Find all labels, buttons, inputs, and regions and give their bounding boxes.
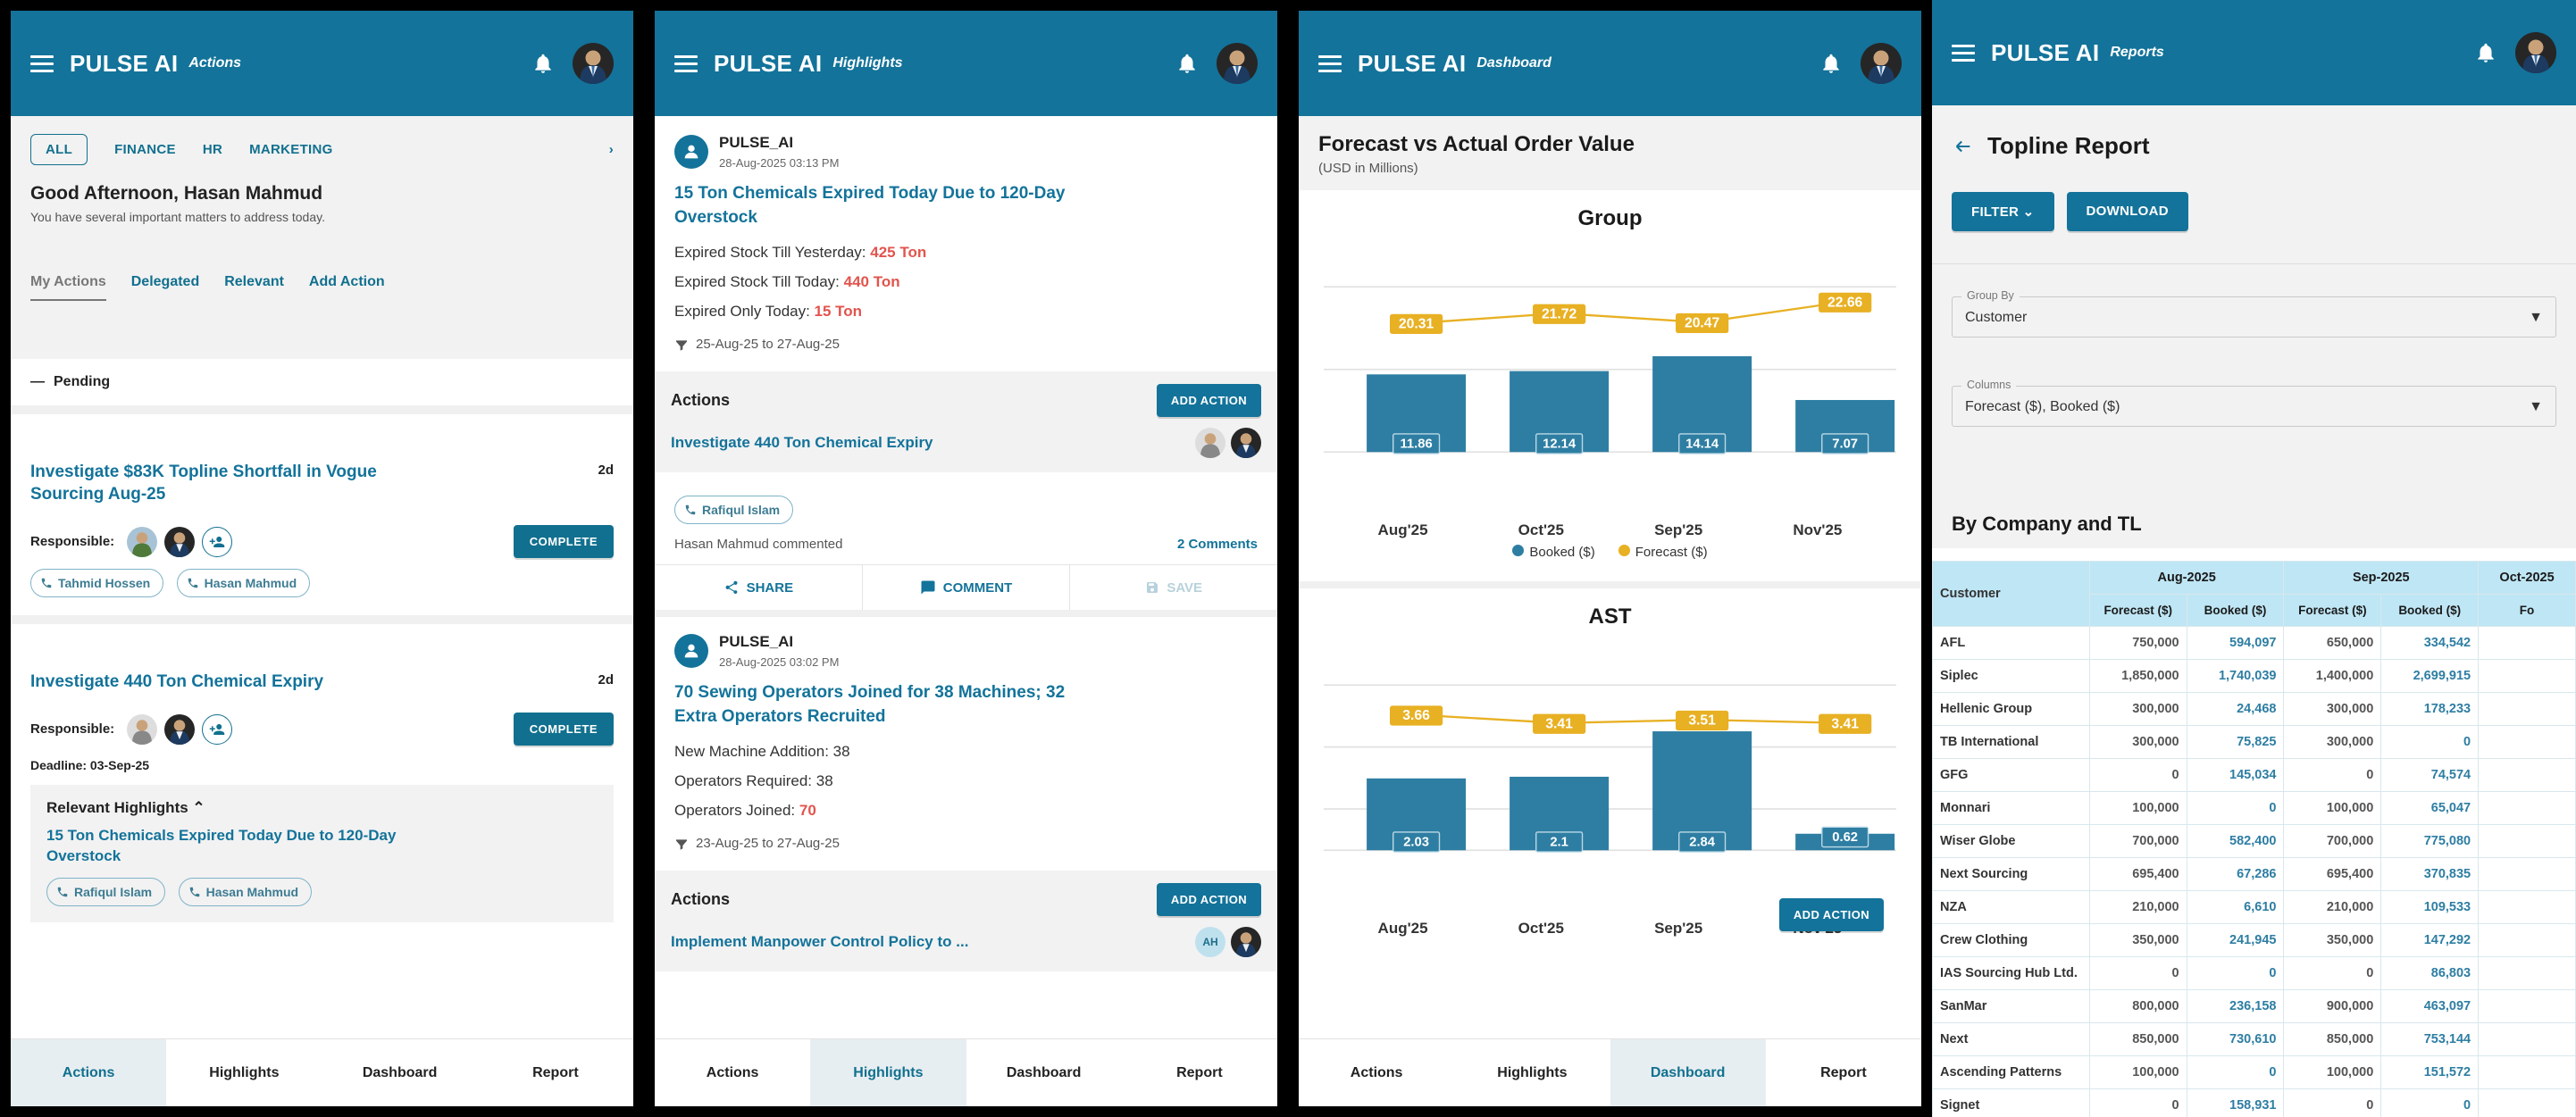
svg-text:2.03: 2.03	[1403, 836, 1429, 850]
svg-text:14.14: 14.14	[1685, 438, 1719, 452]
svg-text:3.66: 3.66	[1402, 708, 1430, 723]
svg-text:12.14: 12.14	[1543, 438, 1577, 452]
svg-text:2.84: 2.84	[1689, 836, 1716, 850]
svg-text:20.31: 20.31	[1399, 317, 1434, 332]
svg-text:3.51: 3.51	[1688, 713, 1716, 729]
svg-text:3.41: 3.41	[1831, 716, 1859, 731]
svg-text:3.41: 3.41	[1545, 716, 1573, 731]
svg-text:7.07: 7.07	[1832, 438, 1858, 452]
svg-text:20.47: 20.47	[1685, 316, 1720, 331]
svg-text:22.66: 22.66	[1827, 295, 1863, 310]
svg-text:2.1: 2.1	[1550, 836, 1568, 850]
svg-text:21.72: 21.72	[1542, 306, 1577, 321]
svg-text:11.86: 11.86	[1401, 438, 1433, 452]
svg-text:0.62: 0.62	[1832, 830, 1858, 845]
